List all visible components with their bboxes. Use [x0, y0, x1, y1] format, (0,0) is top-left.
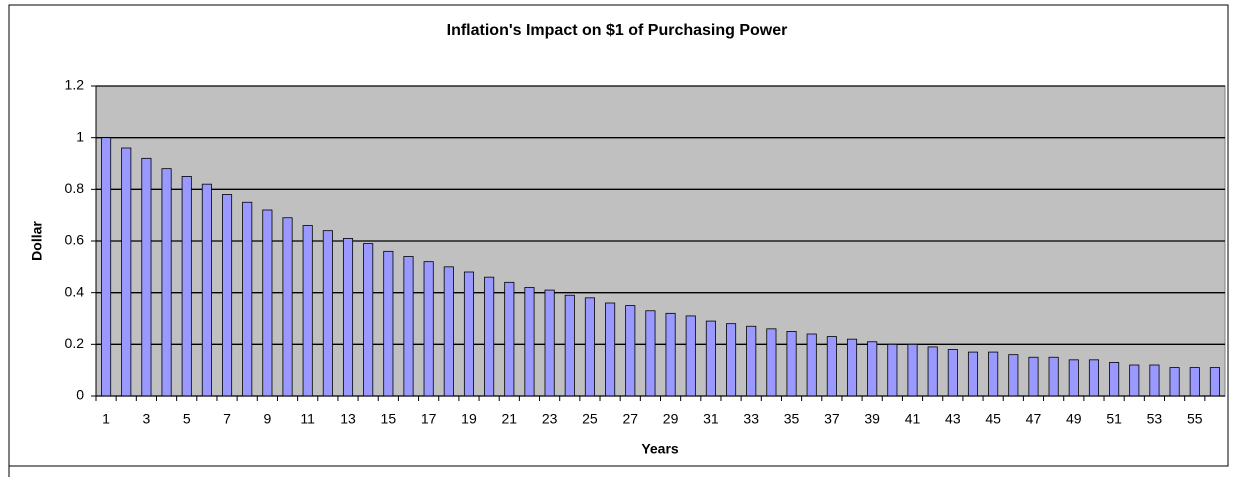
x-tick-label: 1 [102, 411, 110, 427]
x-tick-label: 33 [743, 411, 759, 427]
bar [1008, 354, 1019, 397]
x-tick-label: 39 [864, 411, 880, 427]
x-tick-label: 45 [985, 411, 1001, 427]
bar [1149, 364, 1160, 397]
x-tick-label: 25 [582, 411, 598, 427]
bar [726, 323, 737, 397]
bar [363, 243, 374, 397]
x-tick-label: 13 [340, 411, 356, 427]
bar [705, 320, 716, 397]
bar [262, 209, 273, 397]
bar [463, 271, 475, 397]
bar [1169, 367, 1180, 397]
y-tick-label: 1.2 [65, 77, 85, 93]
x-tick-label: 35 [784, 411, 800, 427]
bar [1209, 367, 1220, 397]
bar [806, 333, 817, 397]
bar [846, 338, 858, 397]
bar [1088, 359, 1099, 397]
y-tick-label: 0.6 [65, 232, 85, 248]
bar [342, 238, 354, 397]
x-tick-label: 3 [143, 411, 151, 427]
x-tick-label: 23 [542, 411, 558, 427]
chart-title: Inflation's Impact on $1 of Purchasing P… [447, 22, 788, 39]
x-tick-label: 31 [703, 411, 719, 427]
bar [746, 325, 757, 397]
x-tick-label: 47 [1026, 411, 1042, 427]
bar [161, 168, 172, 397]
bar [564, 294, 575, 397]
x-axis-title: Years [641, 441, 679, 457]
bar [584, 297, 595, 397]
bar [605, 302, 616, 397]
bar [947, 349, 958, 397]
bar [665, 312, 676, 397]
bar [544, 289, 555, 397]
bar [524, 287, 535, 397]
bar [907, 343, 918, 397]
y-axis-title: Dollar [29, 221, 45, 261]
bar [484, 276, 495, 397]
y-tick-label: 1 [76, 128, 84, 144]
y-tick-label: 0.8 [65, 180, 85, 196]
bar [826, 336, 837, 397]
x-tick-label: 43 [945, 411, 961, 427]
x-tick-label: 27 [622, 411, 638, 427]
bar [121, 147, 132, 397]
bar [1028, 356, 1039, 397]
bar [988, 351, 999, 397]
bar [403, 256, 414, 397]
x-tick-label: 21 [502, 411, 518, 427]
x-tick-label: 41 [905, 411, 921, 427]
bar [141, 157, 152, 397]
bar [786, 331, 797, 397]
bar [1068, 359, 1079, 397]
bar [181, 176, 192, 397]
bar [1048, 356, 1059, 397]
y-tick-label: 0 [76, 387, 84, 403]
bar [322, 230, 333, 397]
x-tick-label: 55 [1187, 411, 1203, 427]
bar [222, 194, 233, 397]
bar [101, 137, 112, 397]
bar [645, 310, 656, 397]
x-tick-label: 51 [1106, 411, 1122, 427]
bar [887, 343, 898, 397]
bar [967, 351, 979, 397]
y-tick-label: 0.4 [65, 283, 85, 299]
bar [1109, 362, 1120, 397]
bar [242, 201, 253, 397]
bar [867, 341, 878, 397]
y-tick-label: 0.2 [65, 335, 85, 351]
bar [383, 250, 394, 397]
bar [423, 261, 434, 397]
x-tick-label: 17 [421, 411, 437, 427]
x-tick-label: 19 [461, 411, 477, 427]
bar [504, 281, 515, 397]
bar [201, 183, 212, 397]
x-tick-label: 7 [223, 411, 231, 427]
x-tick-label: 53 [1147, 411, 1163, 427]
x-tick-label: 29 [663, 411, 679, 427]
x-tick-label: 37 [824, 411, 840, 427]
bar [766, 328, 777, 397]
bar [1189, 367, 1200, 397]
x-tick-label: 49 [1066, 411, 1082, 427]
bar [282, 217, 293, 397]
bar [927, 346, 938, 397]
x-tick-label: 11 [300, 411, 315, 427]
bar [302, 225, 313, 397]
x-tick-label: 9 [263, 411, 271, 427]
bar [443, 266, 454, 397]
x-tick-label: 15 [381, 411, 397, 427]
bar [1129, 364, 1140, 397]
bar [685, 315, 696, 397]
x-tick-label: 5 [183, 411, 191, 427]
bar [625, 305, 636, 397]
